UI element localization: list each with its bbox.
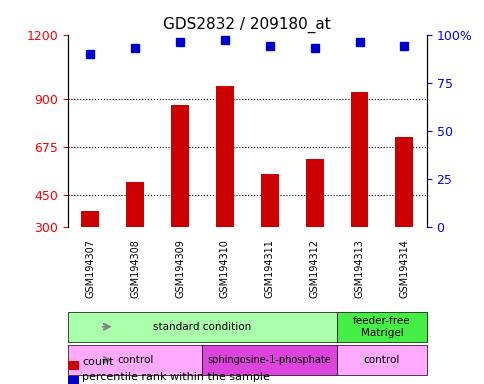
Text: control: control [117,355,153,365]
Bar [81,212,99,227]
Bar [260,174,278,227]
Text: percentile rank within the sample: percentile rank within the sample [82,372,270,382]
Text: sphingosine-1-phosphate: sphingosine-1-phosphate [208,355,331,365]
FancyBboxPatch shape [68,345,202,375]
Bar [394,137,412,227]
Bar [305,159,323,227]
Text: GSM194308: GSM194308 [130,239,140,298]
Bar [126,182,144,227]
Text: GSM194310: GSM194310 [219,239,229,298]
Text: GSM194311: GSM194311 [264,239,274,298]
Text: GSM194309: GSM194309 [175,239,185,298]
Text: GSM194314: GSM194314 [398,239,408,298]
Text: feeder-free
Matrigel: feeder-free Matrigel [352,316,410,338]
FancyBboxPatch shape [336,345,426,375]
Bar [171,105,189,227]
Text: GSM194313: GSM194313 [354,239,364,298]
Bar [215,86,233,227]
Text: standard condition: standard condition [153,322,251,332]
Bar [350,93,368,227]
Title: GDS2832 / 209180_at: GDS2832 / 209180_at [163,17,331,33]
FancyBboxPatch shape [68,312,336,342]
FancyBboxPatch shape [336,312,426,342]
Text: count: count [82,357,114,367]
Text: control: control [363,355,399,365]
Text: GSM194312: GSM194312 [309,239,319,298]
Text: GSM194307: GSM194307 [85,239,95,298]
FancyBboxPatch shape [202,345,336,375]
